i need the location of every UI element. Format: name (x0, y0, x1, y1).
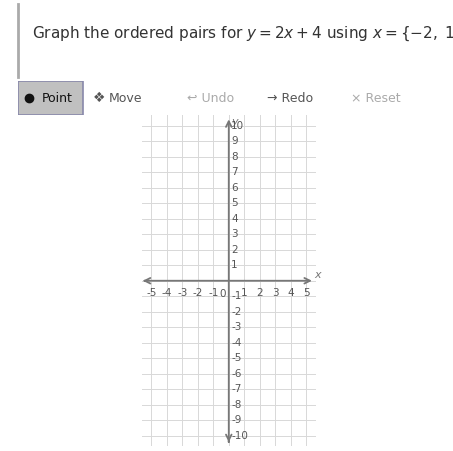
Text: -10: -10 (231, 431, 248, 441)
Text: -3: -3 (231, 322, 241, 332)
Text: -1: -1 (231, 291, 241, 301)
Text: → Redo: → Redo (267, 92, 313, 105)
Text: 5: 5 (303, 288, 309, 298)
Text: 1: 1 (231, 260, 238, 270)
Text: 3: 3 (272, 288, 279, 298)
Text: -5: -5 (231, 353, 241, 363)
Text: ↩ Undo: ↩ Undo (187, 92, 234, 105)
Text: 10: 10 (231, 121, 244, 131)
Text: 9: 9 (231, 136, 238, 146)
Text: -4: -4 (231, 338, 241, 348)
Text: -6: -6 (231, 368, 241, 379)
Text: -5: -5 (146, 288, 156, 298)
Text: 3: 3 (231, 229, 238, 239)
Text: ❖: ❖ (93, 91, 106, 105)
Text: -2: -2 (193, 288, 203, 298)
Text: 0: 0 (219, 289, 226, 299)
Text: 2: 2 (231, 245, 238, 255)
Text: Point: Point (41, 92, 72, 105)
Text: -7: -7 (231, 384, 241, 394)
Text: x: x (315, 270, 321, 281)
Text: -9: -9 (231, 415, 241, 425)
Text: 6: 6 (231, 183, 238, 193)
Text: -4: -4 (162, 288, 172, 298)
Text: Move: Move (109, 92, 142, 105)
Text: Graph the ordered pairs for $y = 2x + 4$ using $x = \{-2,\ 1,\ 2\}$.: Graph the ordered pairs for $y = 2x + 4$… (32, 24, 453, 43)
Text: 8: 8 (231, 152, 238, 162)
Text: 2: 2 (256, 288, 263, 298)
Bar (18, 81, 83, 115)
Text: × Reset: × Reset (351, 92, 400, 105)
Text: 1: 1 (241, 288, 248, 298)
Text: -1: -1 (208, 288, 218, 298)
Text: 4: 4 (287, 288, 294, 298)
Text: 5: 5 (231, 198, 238, 208)
Text: y: y (231, 116, 238, 127)
Text: 7: 7 (231, 167, 238, 177)
Text: -8: -8 (231, 400, 241, 410)
Text: -3: -3 (177, 288, 188, 298)
Text: -2: -2 (231, 307, 241, 317)
Text: 4: 4 (231, 214, 238, 224)
